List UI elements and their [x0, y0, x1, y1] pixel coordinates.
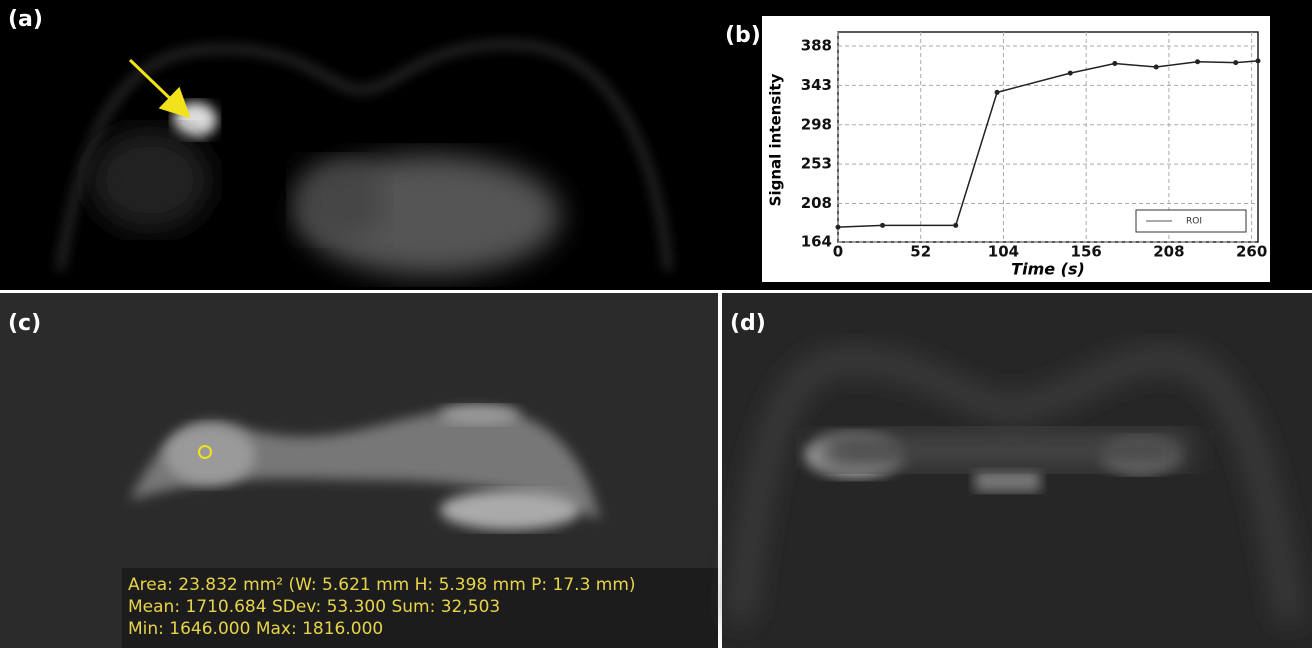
chart-area: [762, 16, 1270, 282]
x-tick-label: 0: [833, 243, 843, 261]
panel-label: (a): [8, 7, 43, 32]
y-tick-label: 298: [801, 115, 832, 133]
y-tick-label: 253: [801, 155, 832, 173]
panel-label: (c): [8, 311, 41, 336]
data-point: [1112, 61, 1118, 66]
measurement: Mean: 1710.684 SDev: 53.300 Sum: 32,503: [128, 597, 500, 617]
chart: 164 208 253 298 343 388 0 52 104 156 208 260 ROI: [801, 32, 1267, 261]
y-tick-label: 343: [801, 76, 832, 94]
panel-label: (d): [730, 311, 766, 336]
x-tick-label: 104: [988, 243, 1019, 261]
data-point: [1195, 59, 1201, 65]
data-point: [880, 222, 886, 228]
mri-d: [731, 349, 1299, 622]
x-tick-label: 208: [1153, 243, 1184, 261]
y-tick-label: 388: [801, 37, 832, 55]
overlay-box: [122, 568, 718, 648]
data-point: [835, 224, 841, 230]
x-axis-label: Time (s): [1011, 260, 1085, 279]
y-axis-label: Signal intensity: [767, 73, 785, 206]
mri-a: [58, 42, 670, 275]
panel-label: (b): [725, 23, 761, 48]
data-point: [953, 222, 959, 228]
y-tick-label: 164: [801, 233, 832, 251]
mri-c: [130, 405, 600, 530]
data-point: [1233, 60, 1239, 66]
measurement: Min: 1646.000 Max: 1816.000: [128, 619, 383, 639]
y-tick-label: 208: [801, 194, 832, 212]
legend-label: ROI: [1186, 217, 1202, 227]
x-tick-label: 156: [1071, 243, 1102, 261]
measurement: Area: 23.832 mm² (W: 5.621 mm H: 5.398 m…: [128, 575, 636, 595]
data-point: [1153, 64, 1159, 70]
data-point: [994, 89, 1000, 95]
data-point: [1067, 70, 1073, 76]
data-point: [1255, 58, 1261, 64]
data-line: [837, 60, 1259, 228]
x-tick-label: 260: [1236, 243, 1267, 261]
x-tick-label: 52: [910, 243, 931, 261]
legend: [1135, 209, 1247, 233]
